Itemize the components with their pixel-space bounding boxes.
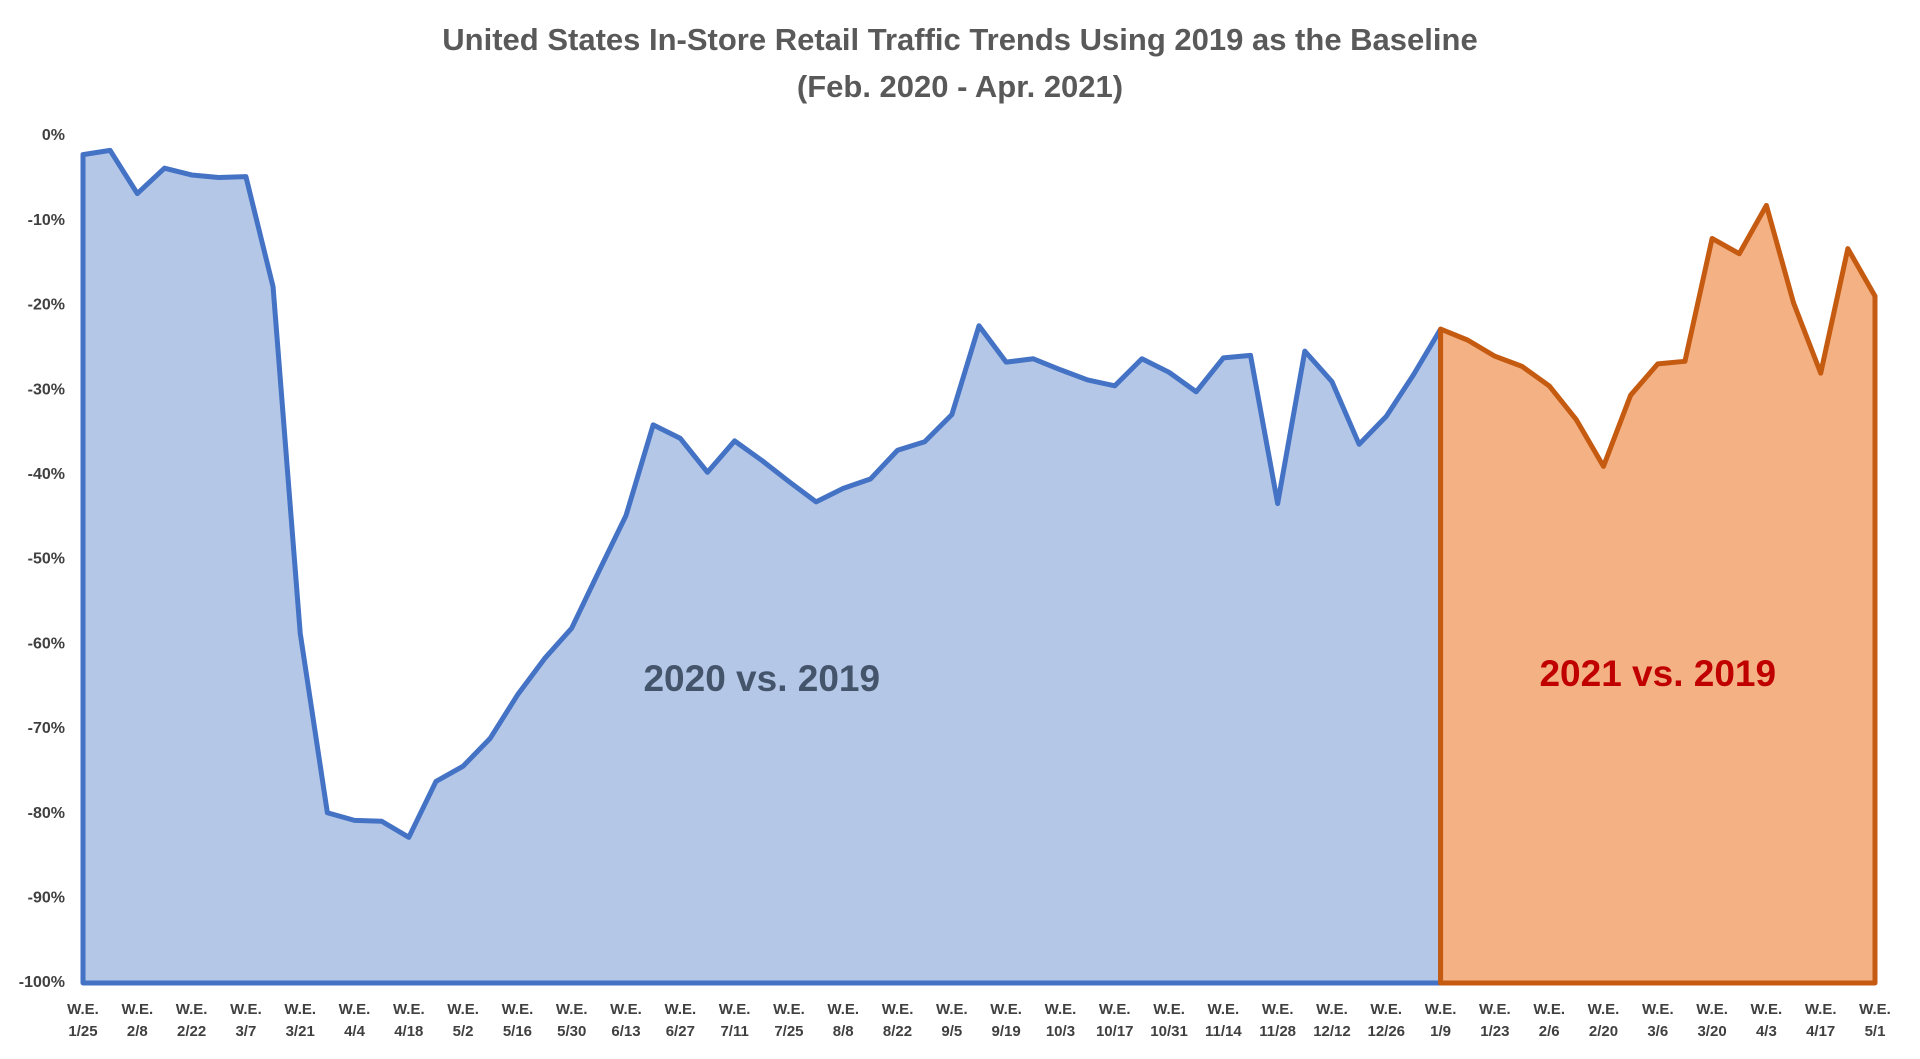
- area: [1438, 202, 1878, 986]
- x-tick-label: W.E. 3/20: [1696, 1001, 1728, 1040]
- x-tick-label: W.E. 10/17: [1095, 1001, 1134, 1040]
- y-tick-label: -100%: [19, 974, 65, 991]
- area: [80, 147, 1444, 986]
- x-tick-label: W.E. 2/22: [175, 1001, 208, 1040]
- x-tick-label: W.E. 7/25: [773, 1001, 805, 1040]
- chart-title: United States In-Store Retail Traffic Tr…: [442, 22, 1477, 57]
- x-tick-label: W.E. 4/3: [1750, 1001, 1783, 1040]
- y-tick-label: -60%: [28, 635, 65, 652]
- x-tick-label: W.E. 8/8: [827, 1001, 860, 1040]
- x-tick-label: W.E. 3/6: [1641, 1001, 1674, 1040]
- y-tick-label: -50%: [28, 551, 65, 568]
- x-tick-label: W.E. 3/21: [284, 1001, 317, 1040]
- x-tick-label: W.E. 5/16: [501, 1001, 534, 1040]
- x-tick-label: W.E. 2/20: [1587, 1001, 1620, 1040]
- x-tick-label: W.E. 3/7: [230, 1001, 262, 1040]
- x-tick-label: W.E. 9/5: [936, 1001, 968, 1040]
- y-tick-label: -20%: [28, 297, 65, 314]
- x-tick-label: W.E. 1/9: [1424, 1001, 1457, 1040]
- x-tick-label: W.E. 7/11: [718, 1001, 751, 1040]
- x-tick-label: W.E. 2/8: [121, 1001, 154, 1040]
- y-tick-label: -90%: [28, 890, 65, 907]
- x-tick-label: W.E. 12/12: [1313, 1001, 1351, 1040]
- x-tick-label: W.E. 8/22: [881, 1001, 914, 1040]
- x-tick-label: W.E. 6/27: [664, 1001, 697, 1040]
- x-tick-label: W.E. 5/1: [1859, 1001, 1891, 1040]
- y-tick-label: -70%: [28, 720, 65, 737]
- series-label: 2020 vs. 2019: [643, 658, 880, 699]
- series-label: 2021 vs. 2019: [1539, 653, 1776, 694]
- x-tick-label: W.E. 11/28: [1259, 1001, 1297, 1040]
- x-tick-label: W.E. 11/14: [1205, 1001, 1242, 1040]
- x-tick-label: W.E. 4/17: [1804, 1001, 1837, 1040]
- x-tick-label: W.E. 10/31: [1150, 1001, 1188, 1040]
- x-tick-label: W.E. 4/18: [392, 1001, 425, 1040]
- y-tick-label: 0%: [42, 127, 65, 144]
- x-tick-label: W.E. 10/3: [1044, 1001, 1077, 1040]
- x-tick-label: W.E. 2/6: [1533, 1001, 1565, 1040]
- x-tick-label: W.E. 5/2: [447, 1001, 479, 1040]
- y-tick-label: -10%: [28, 212, 65, 229]
- x-tick-label: W.E. 4/4: [338, 1001, 371, 1040]
- x-tick-label: W.E. 1/23: [1479, 1001, 1511, 1040]
- x-tick-label: W.E. 1/25: [67, 1001, 99, 1040]
- chart-subtitle: (Feb. 2020 - Apr. 2021): [797, 69, 1123, 104]
- x-tick-label: W.E. 12/26: [1367, 1001, 1406, 1040]
- y-tick-label: -80%: [28, 805, 65, 822]
- x-tick-label: W.E. 6/13: [610, 1001, 642, 1040]
- y-tick-label: -40%: [28, 466, 65, 483]
- x-tick-label: W.E. 9/19: [990, 1001, 1022, 1040]
- x-tick-label: W.E. 5/30: [555, 1001, 588, 1040]
- y-tick-label: -30%: [28, 381, 65, 398]
